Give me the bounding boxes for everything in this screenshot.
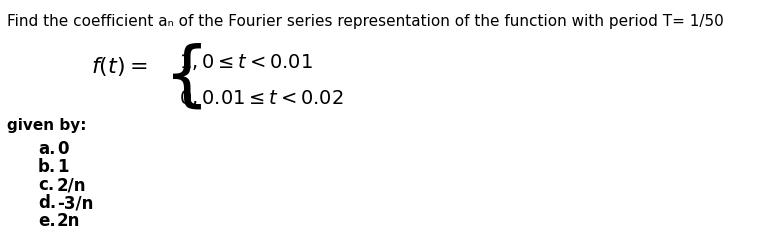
- Text: e.: e.: [38, 212, 56, 230]
- Text: $0, 0.01 \leq t < 0.02$: $0, 0.01 \leq t < 0.02$: [179, 88, 343, 108]
- Text: -3/n: -3/n: [57, 194, 94, 212]
- Text: 1: 1: [57, 158, 69, 176]
- Text: d.: d.: [38, 194, 56, 212]
- Text: 2/n: 2/n: [57, 176, 87, 194]
- Text: c.: c.: [38, 176, 54, 194]
- Text: given by:: given by:: [7, 118, 87, 133]
- Text: Find the coefficient aₙ of the Fourier series representation of the function wit: Find the coefficient aₙ of the Fourier s…: [7, 14, 724, 29]
- Text: 2n: 2n: [57, 212, 80, 230]
- Text: b.: b.: [38, 158, 56, 176]
- Text: $1, 0 \leq t < 0.01$: $1, 0 \leq t < 0.01$: [179, 52, 313, 72]
- Text: $f(t)=$: $f(t)=$: [90, 55, 147, 78]
- Text: {: {: [164, 43, 209, 112]
- Text: a.: a.: [38, 140, 56, 158]
- Text: 0: 0: [57, 140, 69, 158]
